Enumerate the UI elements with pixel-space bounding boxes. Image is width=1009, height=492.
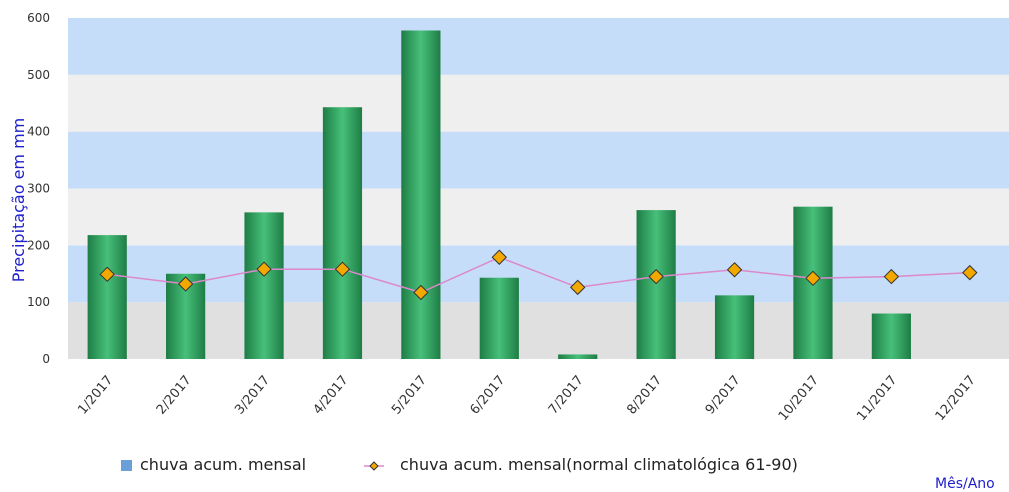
line-point-marker <box>413 284 429 301</box>
y-tick-label: 0 <box>42 352 50 366</box>
x-tick-label: 7/2017 <box>546 373 587 418</box>
x-tick-label: 4/2017 <box>311 373 352 418</box>
bar <box>714 295 755 359</box>
bar <box>87 235 127 359</box>
plot-band <box>68 302 1009 359</box>
x-tick-label: 2/2017 <box>154 373 195 418</box>
line-point-marker <box>99 266 115 283</box>
legend: chuva acum. mensal chuva acum. mensal(no… <box>121 455 798 474</box>
plot-band <box>68 74 1009 132</box>
line-point-marker <box>648 268 664 285</box>
bar <box>401 30 441 360</box>
x-tick-label: 11/2017 <box>854 373 900 424</box>
legend-swatch-marker <box>369 461 379 471</box>
line-point-marker <box>726 262 743 278</box>
line-point-marker <box>334 261 351 277</box>
x-tick-label: 12/2017 <box>933 373 979 424</box>
line-point-marker <box>570 279 586 296</box>
plot-background-bands <box>68 18 1009 359</box>
legend-label-line: chuva acum. mensal(normal climatológica … <box>400 455 798 474</box>
legend-swatch-bars <box>121 460 132 471</box>
series-line <box>107 256 970 294</box>
bar <box>558 354 598 359</box>
x-tick-label: 3/2017 <box>232 373 273 418</box>
line-point-marker <box>962 264 978 281</box>
line-point-marker <box>805 270 821 287</box>
plot-band <box>68 245 1009 303</box>
y-tick-label: 600 <box>27 11 50 25</box>
x-tick-label: 10/2017 <box>776 373 822 424</box>
line-point-marker <box>177 276 194 292</box>
y-axis-label: Precipitação em mm <box>9 118 28 283</box>
bar <box>479 277 519 359</box>
bar-series <box>87 30 911 360</box>
x-tick-label: 6/2017 <box>467 373 508 418</box>
y-tick-label: 200 <box>27 238 50 252</box>
bar <box>244 212 284 359</box>
legend-label-bars: chuva acum. mensal <box>140 455 306 474</box>
x-tick-label: 9/2017 <box>703 373 744 418</box>
x-tick-label: 1/2017 <box>75 373 116 418</box>
y-axis-ticks: 0 100 200 300 400 500 600 <box>27 11 50 366</box>
y-tick-label: 100 <box>27 295 50 309</box>
line-point-marker <box>256 261 272 277</box>
bar <box>322 107 363 359</box>
x-tick-label: 5/2017 <box>389 373 430 418</box>
x-axis-ticks: 1/2017 2/2017 3/2017 4/2017 5/2017 6/2017 7/20… <box>75 373 978 424</box>
x-axis-label: Mês/Ano <box>935 476 995 492</box>
plot-band <box>68 18 1009 75</box>
y-tick-label: 300 <box>27 182 50 196</box>
line-series <box>99 249 978 301</box>
x-tick-label: 8/2017 <box>624 373 665 418</box>
line-point-marker <box>883 268 900 285</box>
plot-band <box>68 131 1009 189</box>
plot-band <box>68 188 1009 246</box>
y-tick-label: 400 <box>27 125 50 139</box>
line-point-marker <box>491 249 507 265</box>
bar <box>636 210 676 359</box>
bar <box>871 313 911 359</box>
y-tick-label: 500 <box>27 68 50 82</box>
